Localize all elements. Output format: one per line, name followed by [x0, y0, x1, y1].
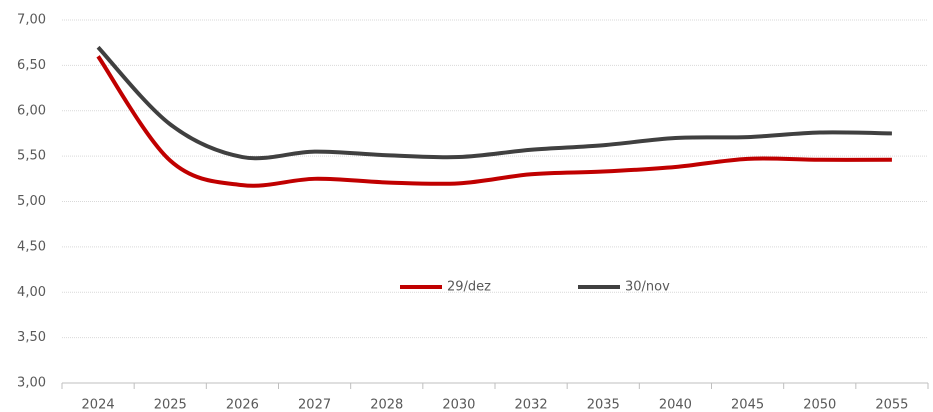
- x-tick-label: 2027: [298, 398, 331, 412]
- series-line: [96, 55, 892, 188]
- y-tick-label: 6,50: [17, 58, 46, 73]
- y-tick-label: 4,00: [17, 285, 46, 300]
- y-tick-label: 3,50: [17, 330, 46, 345]
- x-tick-label: 2032: [515, 398, 548, 412]
- legend-label: 29/dez: [447, 280, 491, 295]
- y-tick-label: 4,50: [17, 239, 46, 254]
- x-tick-label: 2045: [731, 398, 764, 412]
- x-tick-label: 2025: [154, 398, 187, 412]
- x-tick-label: 2055: [875, 398, 908, 412]
- legend-label: 30/nov: [625, 280, 670, 295]
- x-tick-label: 2030: [442, 398, 475, 412]
- y-tick-label: 6,00: [17, 103, 46, 118]
- y-tick-label: 5,00: [17, 194, 46, 209]
- x-tick-label: 2050: [803, 398, 836, 412]
- series-line: [96, 45, 892, 161]
- x-tick-label: 2024: [82, 398, 115, 412]
- y-tick-label: 3,00: [17, 376, 46, 391]
- y-tick-label: 5,50: [17, 149, 46, 164]
- x-tick-label: 2026: [226, 398, 259, 412]
- y-tick-label: 7,00: [17, 13, 46, 28]
- x-tick-label: 2040: [659, 398, 692, 412]
- x-tick-label: 2028: [370, 398, 403, 412]
- x-tick-label: 2035: [587, 398, 620, 412]
